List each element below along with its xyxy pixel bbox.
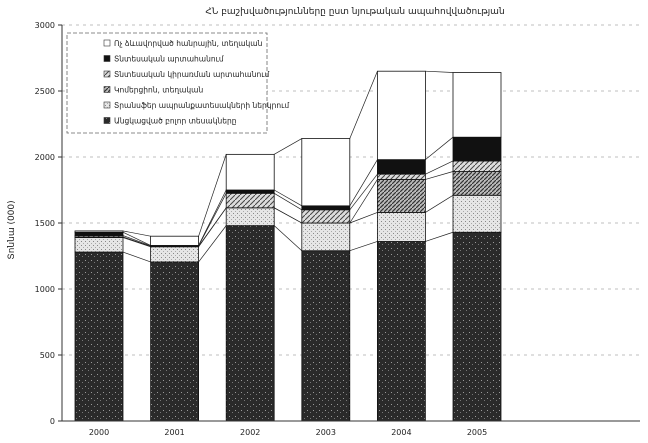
series-connector [274,207,302,224]
series-connector [349,71,378,139]
y-tick-label: 500 [40,351,55,360]
bar-segment [150,235,200,246]
series-connector [122,230,151,237]
bar-segment [376,173,426,180]
bar-segment [376,241,426,422]
series-connector [122,237,151,248]
bar-segment [225,225,275,422]
legend: Ոչ ձևավորված հանրային, տեղական Տնտեսական … [66,32,289,134]
bar-segment [74,230,124,233]
bar-segment [74,237,124,253]
series-connector [122,251,151,263]
series-connector [425,231,454,242]
y-tick-label: 0 [50,417,55,426]
bar-segment [301,222,351,252]
x-tick-label: 2002 [240,428,260,437]
bar-segment [301,138,351,207]
series-connector [425,160,454,175]
bar-segment [150,261,200,422]
series-connector [425,70,454,73]
series-connector [122,231,151,246]
series-connector [122,236,151,247]
bar-segment [452,160,502,172]
y-tick-label: 1500 [35,219,55,228]
bar-segment [74,251,124,422]
series-connector [349,212,378,224]
bar-segment [452,136,502,162]
bar-segment [452,231,502,422]
bar-segment [225,207,275,227]
bar-segment [452,72,502,138]
chart-title: ՀՆ բաշխվածությունները ըստ նյութական ապահ… [205,7,504,17]
bar-segment [225,153,275,191]
series-connector [425,171,454,180]
legend-label: Տնտեսական արտահանում [114,55,224,64]
series-connector [198,225,227,263]
legend-swatch [103,101,111,109]
x-tick-label: 2003 [316,428,336,437]
bar-segment [376,212,426,242]
series-connector [425,136,454,160]
series-connector [274,192,302,211]
x-tick-label: 2004 [391,428,411,437]
bar-segment [376,179,426,213]
x-tick-label: 2005 [467,428,487,437]
bar-segment [376,159,426,175]
legend-label: Անցկացված բոլոր տեսակները [114,117,237,126]
bar-segment [301,250,351,422]
bar-segment [150,246,200,263]
legend-box [66,32,268,134]
y-axis-label: Տոննա (000) [7,200,17,259]
series-connector [198,189,227,246]
bar-segment [74,231,124,236]
legend-swatch [103,70,111,78]
y-tick-label: 2500 [35,87,55,96]
bar-segment [225,189,275,194]
series-connector [198,154,227,237]
y-tick-label: 1000 [35,285,55,294]
y-tick-label: 2000 [35,153,55,162]
series-connector [273,225,303,251]
bar-segment [452,194,502,233]
bar-segment [376,70,426,161]
legend-swatch [103,117,111,124]
bar-segment [225,192,275,209]
legend-label: Ոչ ձևավորված հանրային, տեղական [114,39,263,48]
legend-label: Տրանսֆեր ապրանքատեսակների ներկրում [114,101,289,110]
legend-swatch [103,86,111,93]
series-connector [349,241,378,252]
legend-label: Կոմերցիոն, տեղական [114,86,203,95]
series-connector [425,194,454,213]
bar-segment [301,209,351,224]
series-connector [198,193,227,246]
y-tick-label: 3000 [35,21,55,30]
x-tick-label: 2000 [89,428,109,437]
x-tick-label: 2001 [164,428,184,437]
series-connector [349,173,378,211]
series-connector [349,179,378,224]
series-connector [349,159,378,207]
series-connector [274,138,302,155]
legend-label: Տնտեսական կիրառման արտահանում [114,70,269,79]
legend-swatch [103,55,111,62]
series-connector [122,235,151,247]
bar-segment [301,205,351,211]
bar-segment [452,171,502,196]
series-connector [198,207,227,247]
legend-swatch [103,39,111,47]
series-connector [274,189,302,207]
